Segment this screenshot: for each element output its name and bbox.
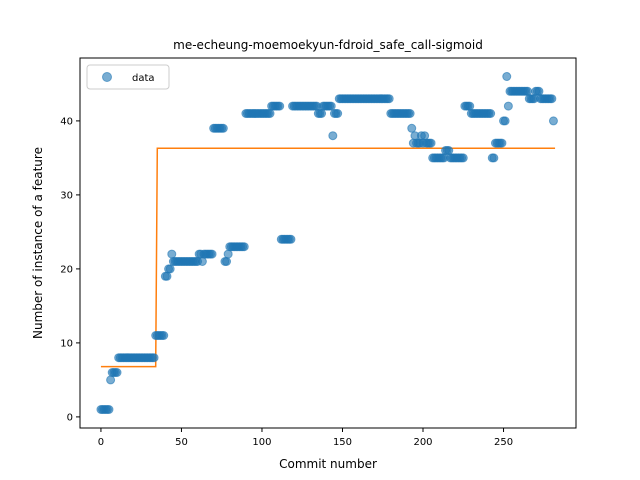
data-point [465, 101, 475, 111]
data-point [486, 109, 496, 118]
data-point [458, 153, 468, 163]
data-point [523, 86, 533, 96]
data-point [197, 257, 207, 266]
data-point [326, 101, 336, 111]
y-tick-label: 0 [67, 412, 73, 423]
data-point [162, 271, 172, 281]
x-tick-label: 200 [413, 437, 432, 448]
data-point [503, 101, 513, 111]
data-point [222, 257, 232, 266]
data-point [420, 131, 430, 141]
data-point [489, 153, 499, 163]
y-tick-label: 40 [60, 116, 73, 127]
data-points-layer [96, 72, 558, 414]
y-tick-label: 30 [60, 190, 73, 201]
data-point [407, 123, 417, 133]
data-point [426, 138, 436, 148]
data-point [167, 249, 177, 259]
data-point [333, 109, 343, 118]
x-tick-label: 250 [494, 437, 513, 448]
data-point [328, 131, 338, 141]
data-point [500, 116, 510, 126]
data-point [218, 123, 228, 133]
data-point [239, 242, 249, 252]
data-point [265, 109, 275, 118]
data-point [502, 72, 512, 81]
data-point [106, 375, 116, 385]
x-tick-label: 0 [98, 437, 104, 448]
chart-title: me-echeung-moemoekyun-fdroid_safe_call-s… [173, 38, 483, 52]
x-axis-ticks: 0 50 100 150 200 250 [98, 428, 513, 448]
legend-box [86, 64, 170, 90]
data-point [317, 109, 327, 118]
data-point [159, 331, 169, 340]
x-tick-label: 100 [252, 437, 271, 448]
data-point [497, 138, 507, 148]
data-point [548, 116, 558, 126]
x-tick-label: 150 [333, 437, 352, 448]
data-point [405, 109, 415, 118]
data-point [165, 264, 175, 274]
data-point [444, 146, 454, 155]
data-point [275, 101, 285, 111]
data-point [547, 94, 557, 104]
data-point [534, 86, 544, 96]
data-point [286, 234, 296, 244]
legend-marker-data [102, 72, 112, 82]
y-axis-label: Number of instance of a feature [31, 147, 45, 339]
y-tick-label: 20 [60, 264, 73, 275]
data-point [223, 249, 233, 259]
plot-area [79, 57, 577, 429]
y-tick-label: 10 [60, 338, 73, 349]
data-point [207, 249, 217, 259]
data-point [112, 368, 122, 377]
x-axis-label: Commit number [279, 457, 377, 471]
fit-line-layer [100, 147, 556, 368]
plot-frame [79, 57, 577, 429]
x-tick-label: 50 [175, 437, 188, 448]
legend: data [86, 64, 170, 90]
sigmoid-fit-line [100, 147, 556, 368]
y-axis-ticks: 0 10 20 30 40 [60, 116, 80, 423]
data-point [384, 94, 394, 104]
legend-label-data: data [132, 73, 155, 84]
data-point [104, 405, 114, 414]
data-point [149, 353, 159, 363]
